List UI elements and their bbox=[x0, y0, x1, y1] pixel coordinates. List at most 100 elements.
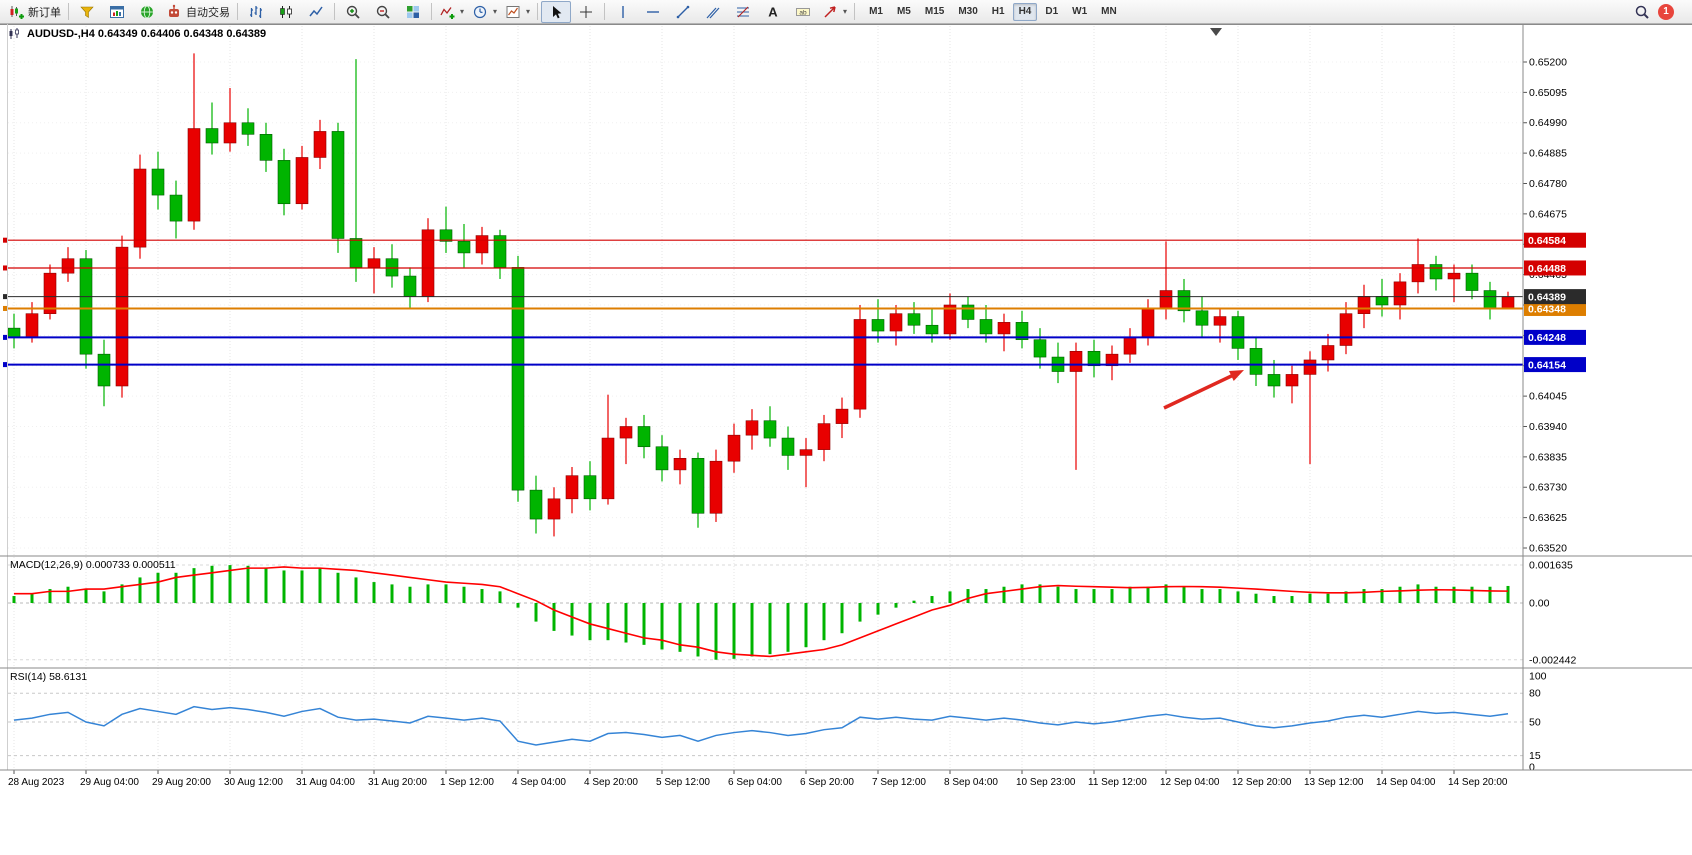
hline-left-marker bbox=[3, 305, 8, 311]
candle-body bbox=[151, 168, 165, 196]
arrows-tool-button[interactable]: ▾ bbox=[818, 1, 851, 23]
notification-badge[interactable]: 1 bbox=[1658, 3, 1674, 20]
search-icon[interactable] bbox=[1634, 4, 1650, 20]
candle-body bbox=[187, 128, 201, 222]
timeframe-m15-button[interactable]: M15 bbox=[924, 5, 945, 17]
toolbar-separator bbox=[68, 3, 69, 20]
chevron-down-icon: ▾ bbox=[843, 7, 848, 16]
macd-panel: 0.001635 0.00 -0.002442 bbox=[8, 559, 1576, 666]
candle-body bbox=[1285, 374, 1299, 387]
rsi-line bbox=[13, 705, 1509, 746]
horizontal-line-tool-button[interactable] bbox=[638, 1, 668, 23]
zoom-in-icon bbox=[346, 5, 360, 19]
chart-canvas[interactable]: 0.65200 0.65095 0.64990 0.64885 0.64780 0.646… bbox=[0, 24, 1692, 855]
candle-body bbox=[781, 437, 795, 456]
community-button[interactable] bbox=[132, 1, 162, 23]
periods-button[interactable]: ▾ bbox=[468, 1, 501, 23]
text-label-tool-button[interactable]: ab bbox=[788, 1, 818, 23]
candle-body bbox=[1483, 290, 1497, 309]
trendline-tool-button[interactable] bbox=[668, 1, 698, 23]
candle-body bbox=[1213, 316, 1227, 326]
tile-windows-button[interactable] bbox=[398, 1, 428, 23]
svg-text:4 Sep 04:00: 4 Sep 04:00 bbox=[512, 777, 566, 788]
trend-arrow-annotation[interactable] bbox=[1163, 370, 1244, 410]
candle-body bbox=[349, 238, 363, 268]
timeframe-h4-button[interactable]: H4 bbox=[1012, 2, 1038, 21]
channel-tool-button[interactable] bbox=[698, 1, 728, 23]
crosshair-tool-button[interactable] bbox=[571, 1, 601, 23]
arrow-tool-icon bbox=[824, 5, 836, 18]
vertical-line-icon bbox=[622, 5, 624, 18]
auto-trading-label: 自动交易 bbox=[186, 6, 230, 19]
price-badge bbox=[1524, 260, 1586, 276]
candle-body bbox=[97, 353, 111, 387]
candle-body bbox=[475, 235, 489, 254]
zoom-out-icon bbox=[376, 5, 390, 19]
text-tool-button[interactable]: A bbox=[758, 1, 788, 23]
timeframe-d1-button[interactable]: D1 bbox=[1045, 5, 1059, 17]
svg-text:15: 15 bbox=[1529, 750, 1541, 762]
zoom-out-button[interactable] bbox=[368, 1, 398, 23]
candle-body bbox=[1321, 345, 1335, 361]
candle-body bbox=[1033, 339, 1047, 358]
timeframe-w1-button[interactable]: W1 bbox=[1072, 5, 1088, 17]
price-badge-text: 0.64154 bbox=[1528, 359, 1566, 371]
candle-body bbox=[745, 420, 759, 436]
svg-text:0.64990: 0.64990 bbox=[1529, 117, 1567, 129]
new-chart-button[interactable] bbox=[102, 1, 132, 23]
timeframe-m1-button[interactable]: M1 bbox=[869, 5, 883, 17]
timeframe-mn-button[interactable]: MN bbox=[1101, 5, 1117, 17]
crosshair-icon bbox=[580, 5, 593, 18]
svg-text:0.63625: 0.63625 bbox=[1529, 512, 1567, 524]
candle-body bbox=[619, 426, 633, 439]
fibonacci-tool-button[interactable] bbox=[728, 1, 758, 23]
new-order-button[interactable]: 新订单 bbox=[4, 1, 65, 23]
price-badge bbox=[1524, 289, 1586, 305]
auto-trading-button[interactable]: 自动交易 bbox=[162, 1, 234, 23]
timeframe-h1-button[interactable]: H1 bbox=[991, 5, 1005, 17]
price-badge-text: 0.64248 bbox=[1528, 332, 1566, 344]
svg-text:7 Sep 12:00: 7 Sep 12:00 bbox=[872, 777, 926, 788]
hline-left-marker bbox=[3, 362, 8, 368]
market-watch-button[interactable] bbox=[72, 1, 102, 23]
candle-body bbox=[763, 420, 777, 439]
candles-layer bbox=[7, 53, 1515, 537]
indicators-icon bbox=[440, 6, 455, 19]
svg-text:0.63730: 0.63730 bbox=[1529, 482, 1567, 494]
line-chart-icon bbox=[309, 6, 323, 16]
bar-chart-mode-button[interactable] bbox=[241, 1, 271, 23]
timeframe-m5-button[interactable]: M5 bbox=[896, 5, 911, 17]
candle-body bbox=[709, 460, 723, 514]
svg-text:0.00: 0.00 bbox=[1529, 598, 1550, 610]
chart-shift-marker[interactable] bbox=[1210, 28, 1222, 36]
toolbar-separator bbox=[854, 3, 856, 20]
timeframe-m30-button[interactable]: M30 bbox=[958, 5, 978, 17]
zoom-in-button[interactable] bbox=[338, 1, 368, 23]
chevron-down-icon: ▾ bbox=[460, 7, 465, 16]
price-badge-text: 0.64389 bbox=[1528, 291, 1566, 303]
line-chart-mode-button[interactable] bbox=[301, 1, 331, 23]
window-frame bbox=[0, 24, 1692, 771]
candle-body bbox=[7, 327, 21, 338]
price-badge bbox=[1524, 232, 1586, 248]
svg-text:4 Sep 20:00: 4 Sep 20:00 bbox=[584, 777, 638, 788]
candle-body bbox=[1429, 264, 1443, 280]
auto-trading-robot-icon bbox=[169, 4, 179, 17]
candle-body bbox=[583, 475, 597, 500]
trendline-icon bbox=[676, 5, 690, 18]
candle-body bbox=[601, 437, 615, 500]
candlestick-mode-button[interactable] bbox=[271, 1, 301, 23]
vertical-line-tool-button[interactable] bbox=[608, 1, 638, 23]
templates-button[interactable]: ▾ bbox=[501, 1, 534, 23]
candle-body bbox=[565, 475, 579, 500]
candle-body bbox=[835, 408, 849, 424]
candle-body bbox=[889, 313, 903, 332]
indicators-button[interactable]: ▾ bbox=[435, 1, 468, 23]
candle-body bbox=[1015, 322, 1029, 341]
cursor-icon bbox=[553, 5, 562, 18]
candle-body bbox=[1231, 316, 1245, 349]
cursor-tool-button[interactable] bbox=[541, 0, 572, 23]
toolbar-separator bbox=[334, 3, 335, 20]
candle-body bbox=[403, 275, 417, 297]
hlines-layer[interactable]: 0.64584 0.64488 0.64348 0.64248 0.64154 0.643… bbox=[3, 232, 1586, 373]
